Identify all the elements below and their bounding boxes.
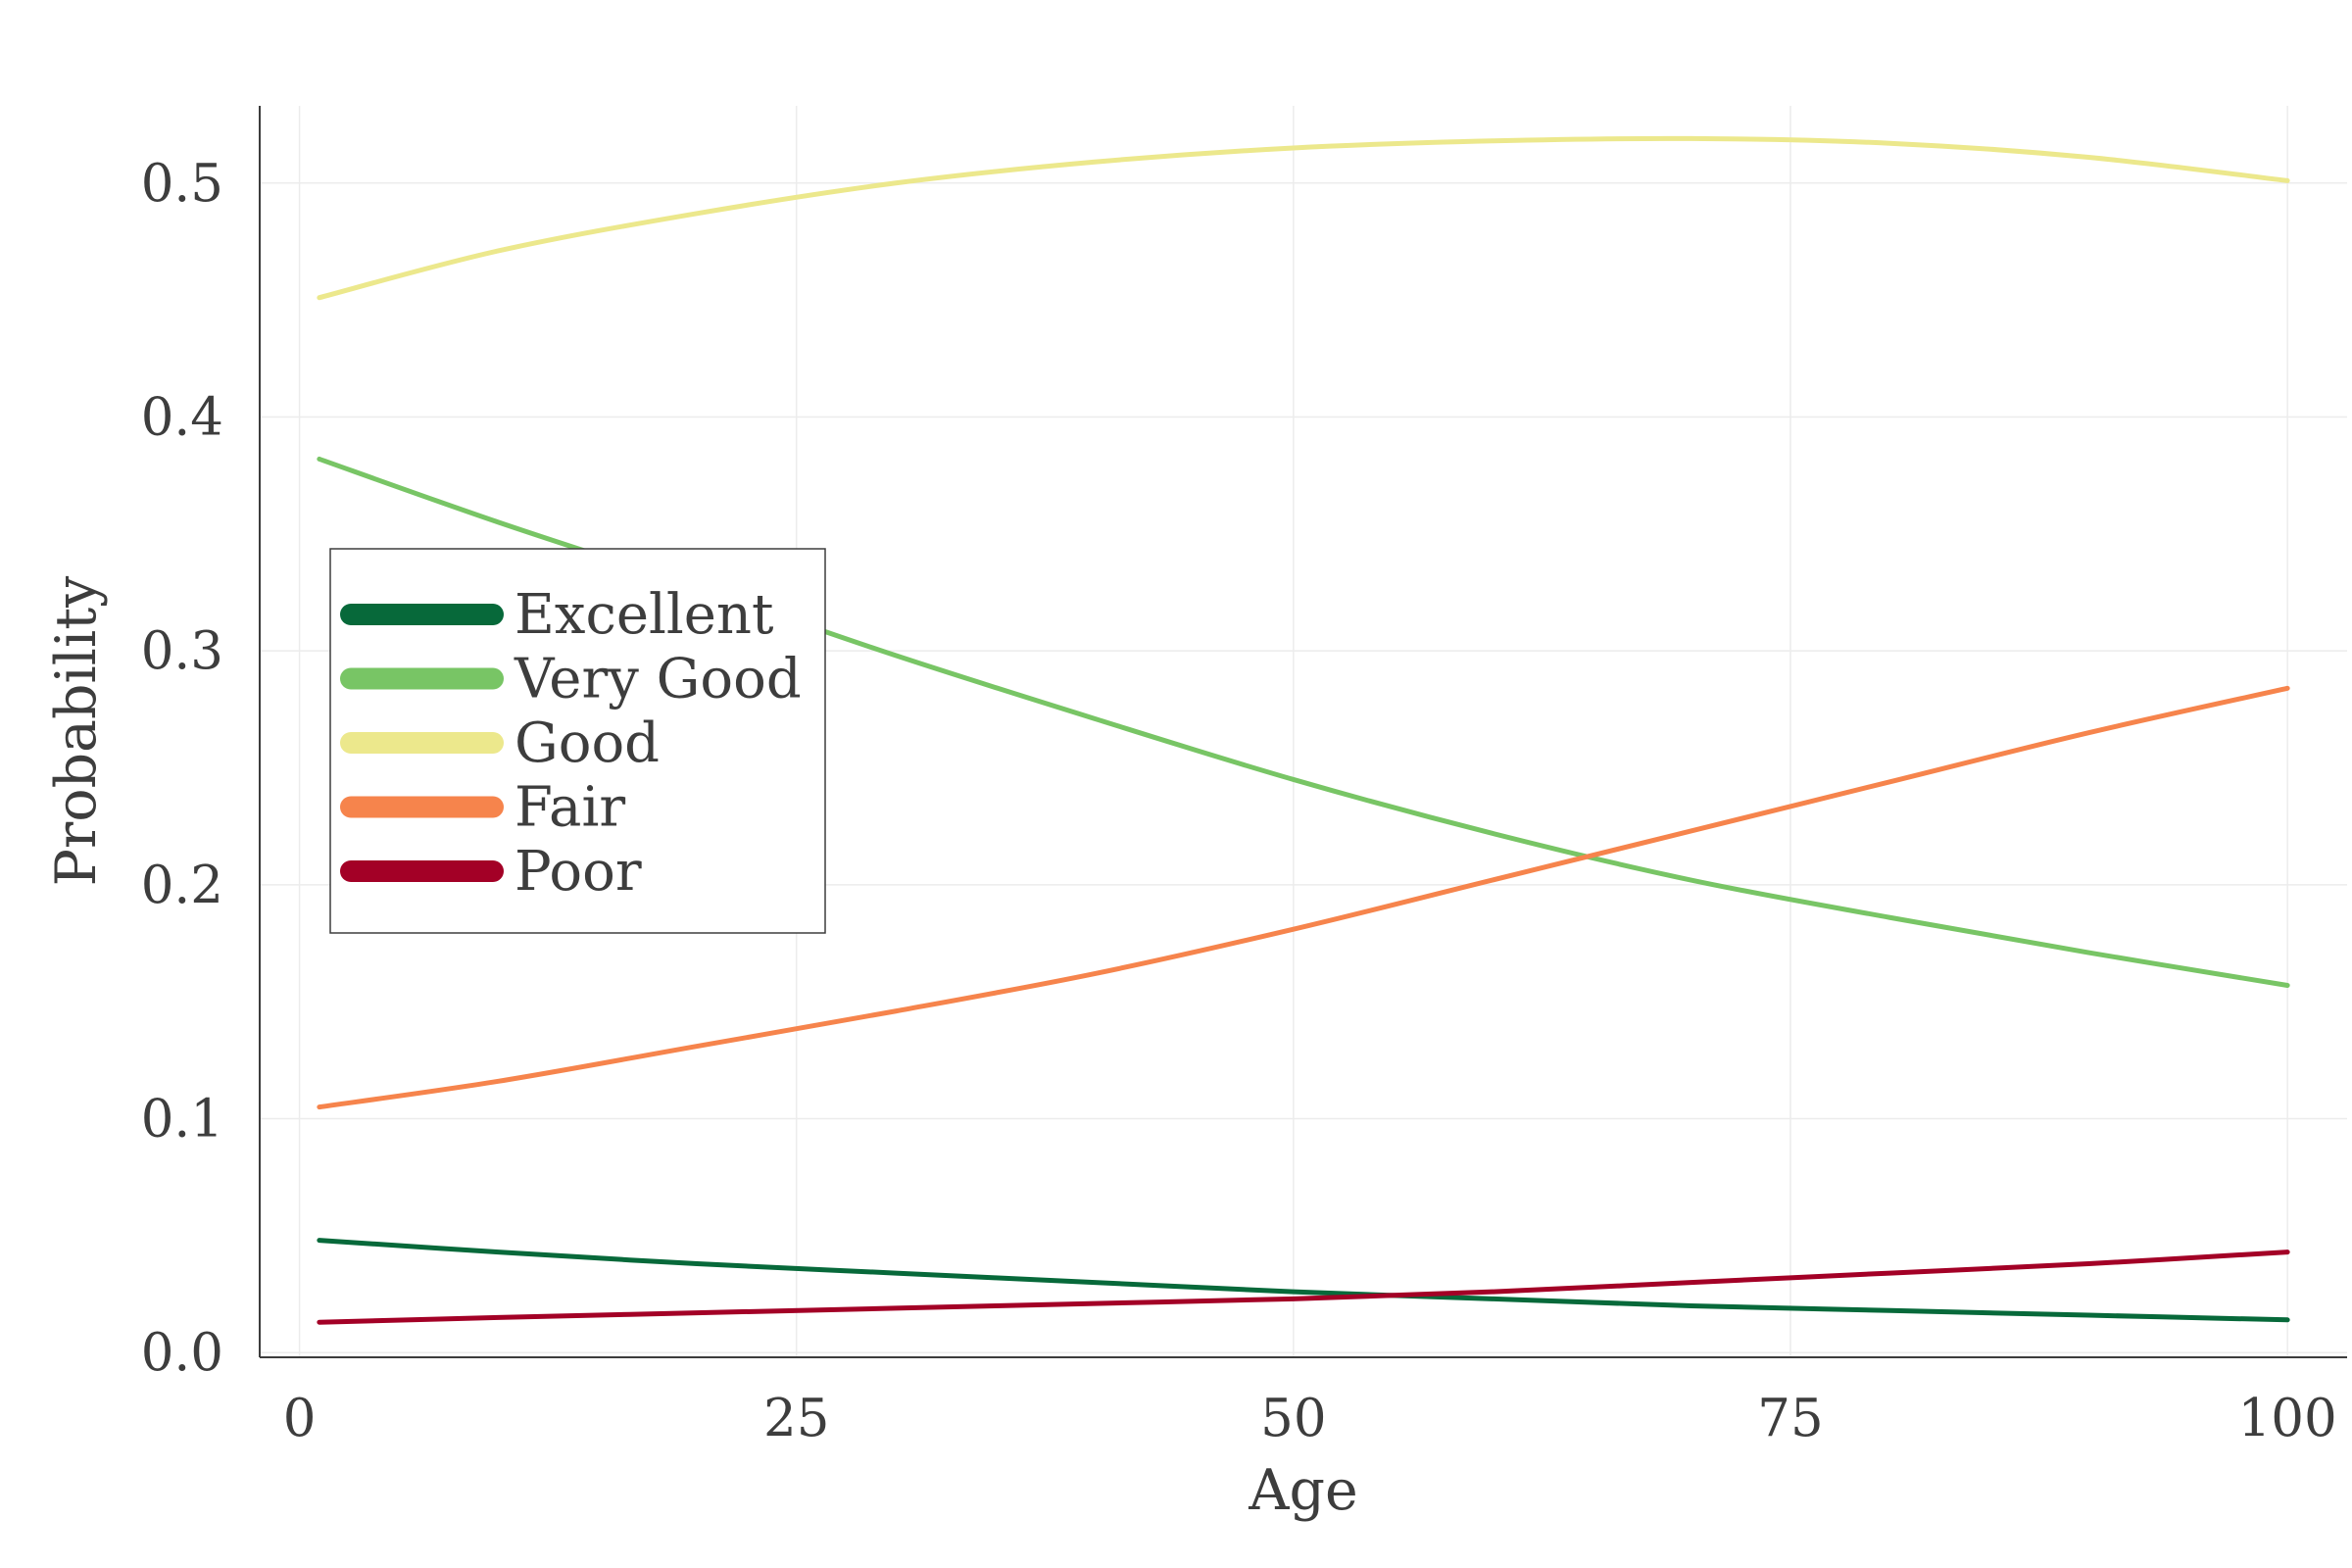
x-tick-labels: 0 25 50 75 100 [283,1389,2337,1448]
y-tick-label: 0.4 [141,387,223,447]
legend-label-very-good: Very Good [514,648,802,711]
series-group [317,135,2290,1325]
x-axis-label: Age [1248,1458,1357,1523]
y-tick-label: 0.0 [141,1323,223,1383]
legend-label-excellent: Excellent [514,583,774,647]
y-tick-label: 0.5 [141,154,223,214]
series-line-poor [317,1250,2290,1325]
y-tick-label: 0.2 [141,856,223,915]
x-tick-label: 100 [2238,1389,2337,1448]
series-line-fair [317,685,2290,1110]
x-tick-label: 50 [1260,1389,1326,1448]
legend-label-fair: Fair [514,776,625,840]
series-line-good [317,135,2290,301]
axes [259,106,2347,1358]
series-line-excellent [317,1238,2290,1323]
legend-label-good: Good [514,711,660,775]
grid [260,106,2347,1357]
y-axis-label: Probability [44,575,109,886]
y-tick-label: 0.3 [141,621,223,681]
x-tick-label: 0 [283,1389,317,1448]
x-tick-label: 25 [763,1389,829,1448]
legend-label-poor: Poor [514,840,642,904]
x-tick-label: 75 [1757,1389,1823,1448]
y-tick-label: 0.1 [141,1090,223,1150]
y-tick-labels: 0.0 0.1 0.2 0.3 0.4 0.5 [141,154,223,1383]
